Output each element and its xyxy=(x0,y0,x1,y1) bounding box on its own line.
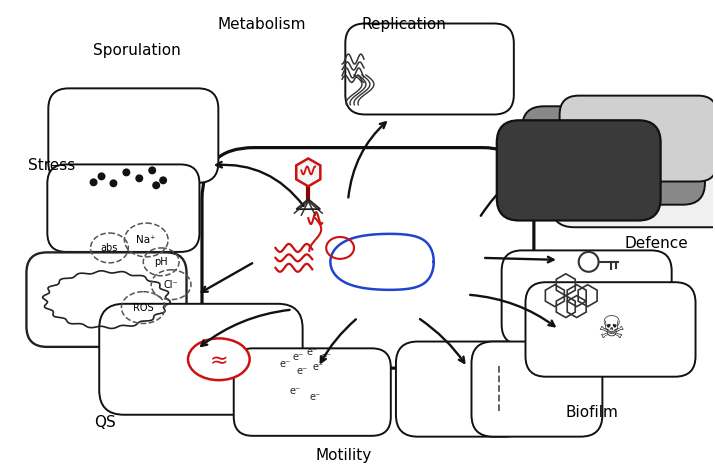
FancyBboxPatch shape xyxy=(49,88,218,183)
FancyBboxPatch shape xyxy=(396,342,527,437)
Text: e⁻: e⁻ xyxy=(280,359,291,369)
FancyBboxPatch shape xyxy=(202,148,534,368)
Text: e⁻: e⁻ xyxy=(290,386,301,396)
Text: Na⁺: Na⁺ xyxy=(137,235,156,245)
Ellipse shape xyxy=(188,338,250,380)
FancyBboxPatch shape xyxy=(497,120,661,220)
Text: abs: abs xyxy=(101,243,118,253)
Circle shape xyxy=(148,166,156,175)
Text: Motility: Motility xyxy=(315,447,371,463)
Text: Stress: Stress xyxy=(28,158,76,174)
Circle shape xyxy=(152,181,160,189)
FancyBboxPatch shape xyxy=(522,106,705,205)
FancyBboxPatch shape xyxy=(502,250,671,345)
Text: e⁻: e⁻ xyxy=(312,362,324,372)
FancyBboxPatch shape xyxy=(551,123,715,227)
Text: ☠: ☠ xyxy=(597,315,624,344)
Circle shape xyxy=(109,179,117,187)
Text: Cl⁻: Cl⁻ xyxy=(164,280,179,290)
Text: Sporulation: Sporulation xyxy=(93,43,181,58)
Circle shape xyxy=(122,168,130,176)
Text: Replication: Replication xyxy=(361,18,446,32)
Text: pH: pH xyxy=(154,257,168,267)
Text: e⁻: e⁻ xyxy=(297,366,308,376)
FancyBboxPatch shape xyxy=(47,165,199,252)
Text: Defence: Defence xyxy=(624,236,688,251)
Circle shape xyxy=(97,172,106,180)
Text: ≈: ≈ xyxy=(209,351,228,371)
Circle shape xyxy=(159,176,167,184)
Text: ROS: ROS xyxy=(133,303,154,313)
FancyBboxPatch shape xyxy=(471,342,603,437)
FancyBboxPatch shape xyxy=(234,348,391,436)
Text: e⁻: e⁻ xyxy=(307,347,318,357)
FancyBboxPatch shape xyxy=(99,304,302,415)
Polygon shape xyxy=(296,158,320,186)
Text: e⁻: e⁻ xyxy=(320,352,332,362)
FancyBboxPatch shape xyxy=(26,253,187,347)
Circle shape xyxy=(135,175,143,182)
Text: Metabolism: Metabolism xyxy=(217,18,306,32)
Text: Biofilm: Biofilm xyxy=(566,405,618,420)
Text: Toxicity: Toxicity xyxy=(592,95,649,110)
FancyBboxPatch shape xyxy=(560,96,715,182)
Text: e⁻: e⁻ xyxy=(310,392,321,402)
FancyBboxPatch shape xyxy=(526,282,696,377)
FancyBboxPatch shape xyxy=(345,24,514,114)
Text: QS: QS xyxy=(94,415,116,430)
Circle shape xyxy=(89,178,97,186)
Text: e⁻: e⁻ xyxy=(292,352,304,362)
